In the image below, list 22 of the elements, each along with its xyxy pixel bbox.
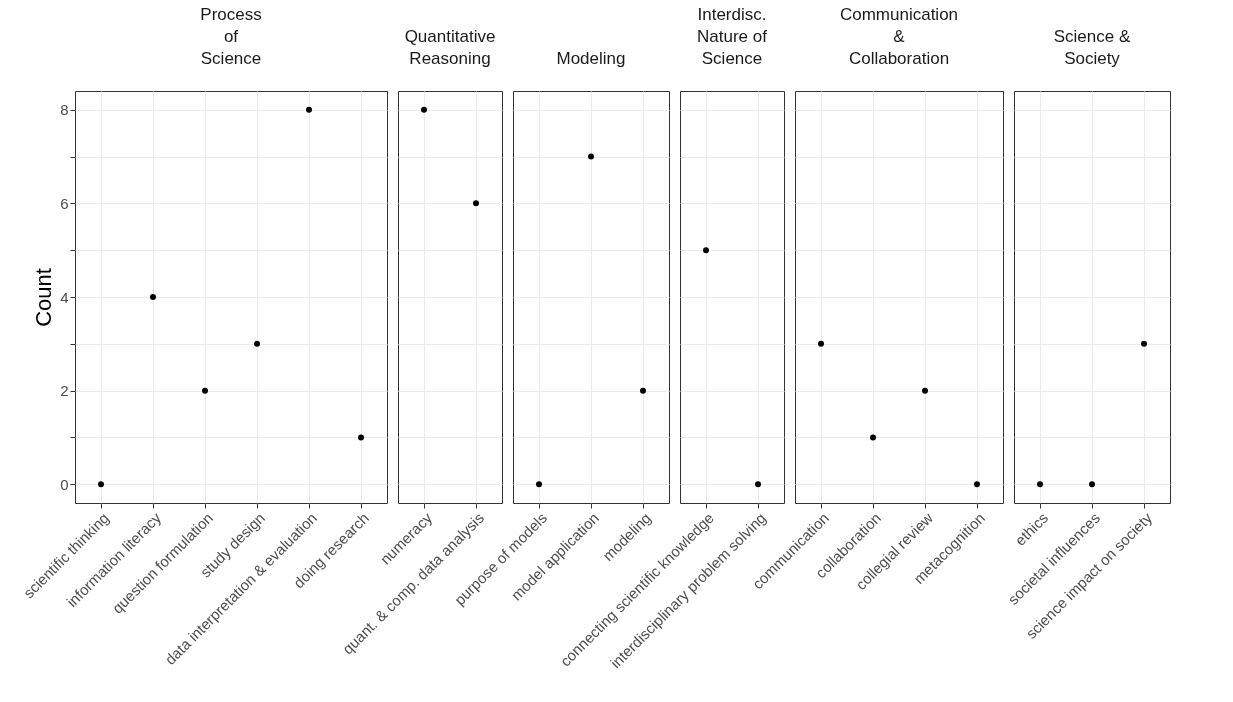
chart-title: Communication & Collaboration bbox=[839, 5, 959, 68]
point bbox=[818, 340, 824, 347]
point bbox=[974, 481, 980, 488]
point bbox=[358, 434, 364, 441]
point bbox=[306, 106, 312, 113]
point bbox=[922, 387, 928, 394]
y-axis-title: Count bbox=[31, 268, 57, 327]
y-tick-label: 6 bbox=[60, 194, 69, 212]
point bbox=[254, 340, 260, 347]
point bbox=[150, 294, 156, 300]
chart-title: Process of Science bbox=[200, 5, 262, 68]
y-tick-label: 4 bbox=[60, 288, 69, 306]
chart-title: Science & Society bbox=[1053, 27, 1131, 68]
y-tick-label: 0 bbox=[60, 475, 69, 493]
point bbox=[202, 387, 208, 394]
chart-title: Quantitative Reasoning bbox=[404, 27, 496, 68]
chart-title: Interdisc. Nature of Science bbox=[697, 5, 768, 68]
y-tick-label: 2 bbox=[60, 382, 69, 400]
y-tick-label: 8 bbox=[60, 101, 69, 119]
point bbox=[98, 481, 104, 488]
point bbox=[870, 434, 876, 441]
chart-title: Modeling bbox=[556, 49, 626, 68]
